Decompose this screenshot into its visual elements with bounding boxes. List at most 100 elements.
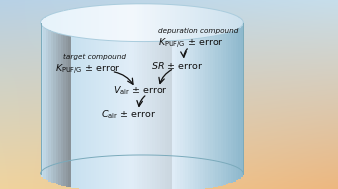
Polygon shape	[188, 6, 190, 189]
Polygon shape	[86, 7, 89, 39]
Polygon shape	[183, 5, 185, 40]
Polygon shape	[149, 4, 152, 42]
Polygon shape	[180, 5, 183, 189]
Polygon shape	[86, 7, 89, 189]
Polygon shape	[89, 6, 91, 189]
Polygon shape	[139, 4, 142, 189]
Polygon shape	[112, 5, 114, 189]
Polygon shape	[104, 5, 106, 40]
Text: $K_\mathregular{PUF/G}$ $\pm$ error: $K_\mathregular{PUF/G}$ $\pm$ error	[55, 62, 121, 76]
Polygon shape	[66, 10, 68, 187]
Polygon shape	[132, 4, 135, 42]
Polygon shape	[64, 10, 66, 186]
Polygon shape	[41, 20, 43, 26]
Polygon shape	[165, 4, 167, 41]
Polygon shape	[190, 6, 193, 39]
Polygon shape	[84, 7, 86, 189]
Text: $V_\mathregular{air}$ $\pm$ error: $V_\mathregular{air}$ $\pm$ error	[113, 84, 168, 97]
Polygon shape	[74, 9, 76, 188]
Polygon shape	[64, 10, 66, 35]
Polygon shape	[162, 4, 165, 41]
Polygon shape	[68, 9, 71, 36]
Text: $SR$ $\pm$ error: $SR$ $\pm$ error	[151, 60, 203, 71]
Polygon shape	[129, 4, 132, 41]
Polygon shape	[216, 10, 218, 187]
Polygon shape	[160, 4, 162, 41]
Polygon shape	[238, 18, 241, 179]
Polygon shape	[185, 6, 188, 40]
Polygon shape	[104, 5, 106, 189]
Polygon shape	[208, 9, 210, 188]
Polygon shape	[170, 5, 172, 41]
Polygon shape	[101, 5, 104, 40]
Polygon shape	[135, 4, 137, 189]
Polygon shape	[78, 8, 81, 38]
Polygon shape	[157, 4, 160, 41]
Polygon shape	[154, 4, 157, 189]
Polygon shape	[56, 12, 58, 184]
Polygon shape	[198, 7, 200, 38]
Polygon shape	[112, 5, 114, 41]
Polygon shape	[43, 18, 46, 179]
Polygon shape	[218, 10, 220, 186]
Polygon shape	[188, 6, 190, 40]
Polygon shape	[139, 4, 142, 42]
Polygon shape	[220, 11, 223, 34]
Polygon shape	[114, 5, 117, 189]
Polygon shape	[84, 7, 86, 38]
Polygon shape	[177, 5, 180, 40]
Polygon shape	[78, 8, 81, 189]
Polygon shape	[99, 5, 101, 189]
Polygon shape	[66, 10, 68, 36]
Polygon shape	[154, 4, 157, 41]
Polygon shape	[208, 9, 210, 37]
Polygon shape	[117, 4, 119, 41]
Polygon shape	[96, 6, 99, 189]
Polygon shape	[137, 4, 139, 42]
Polygon shape	[74, 9, 76, 37]
Polygon shape	[122, 4, 124, 41]
Polygon shape	[99, 5, 101, 40]
Polygon shape	[94, 6, 96, 189]
Polygon shape	[58, 12, 61, 185]
Polygon shape	[89, 6, 91, 39]
Polygon shape	[231, 14, 233, 31]
Polygon shape	[53, 13, 56, 184]
Polygon shape	[119, 4, 122, 189]
Polygon shape	[228, 13, 231, 32]
Polygon shape	[200, 7, 203, 38]
Polygon shape	[43, 18, 46, 28]
Polygon shape	[152, 4, 154, 189]
Polygon shape	[71, 9, 74, 36]
Polygon shape	[53, 13, 56, 32]
Polygon shape	[109, 5, 112, 189]
Polygon shape	[149, 4, 152, 189]
Polygon shape	[193, 6, 195, 189]
Polygon shape	[236, 16, 238, 29]
Polygon shape	[114, 5, 117, 41]
Polygon shape	[228, 13, 231, 184]
Polygon shape	[41, 20, 43, 177]
Polygon shape	[142, 4, 144, 189]
Polygon shape	[183, 5, 185, 189]
Polygon shape	[147, 4, 149, 42]
Polygon shape	[223, 12, 226, 34]
Polygon shape	[91, 6, 94, 189]
Polygon shape	[132, 4, 135, 189]
Text: $C_\mathregular{air}$ $\pm$ error: $C_\mathregular{air}$ $\pm$ error	[101, 108, 156, 121]
Polygon shape	[220, 11, 223, 186]
Polygon shape	[144, 4, 147, 189]
Polygon shape	[124, 4, 127, 41]
Polygon shape	[129, 4, 132, 189]
Text: depuration compound: depuration compound	[158, 28, 238, 34]
Polygon shape	[81, 7, 84, 189]
Polygon shape	[68, 9, 71, 187]
Polygon shape	[218, 10, 220, 35]
Polygon shape	[205, 8, 208, 188]
Polygon shape	[233, 15, 236, 30]
Polygon shape	[81, 7, 84, 38]
Polygon shape	[157, 4, 160, 189]
Polygon shape	[58, 12, 61, 34]
Polygon shape	[61, 11, 64, 34]
Polygon shape	[167, 5, 170, 41]
